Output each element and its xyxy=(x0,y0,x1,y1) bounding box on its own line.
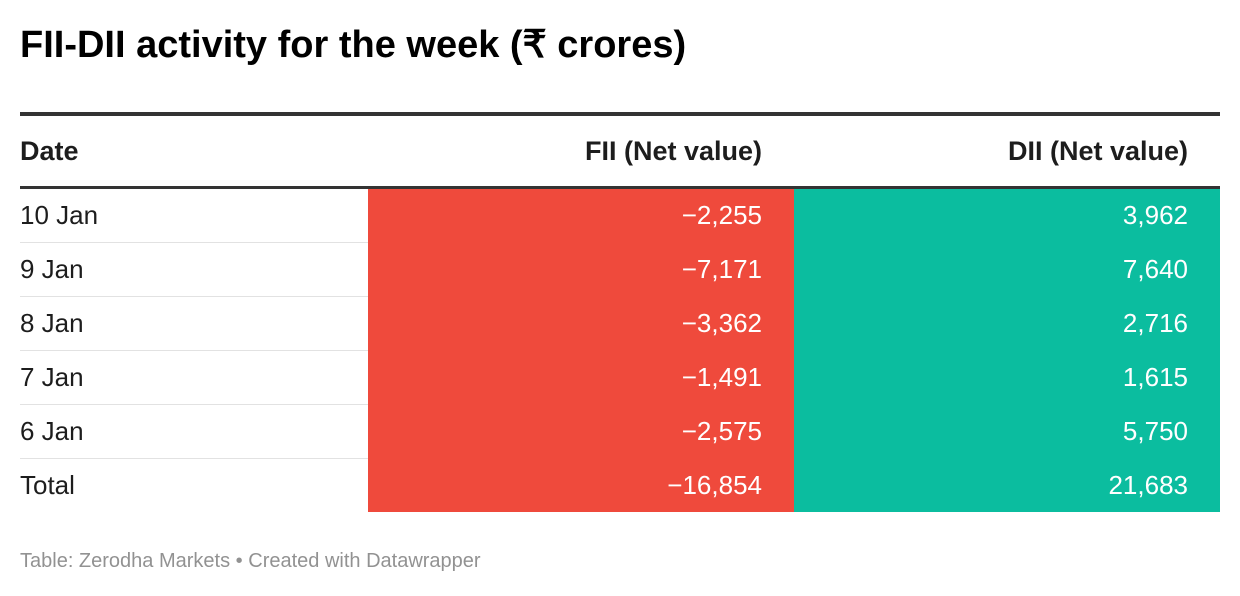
credit-note: Created with Datawrapper xyxy=(248,550,481,572)
column-header-fii: FII (Net value) xyxy=(368,114,794,189)
fii-value-cell: −16,854 xyxy=(368,458,794,512)
date-cell: 7 Jan xyxy=(20,350,368,405)
date-cell: 10 Jan xyxy=(20,187,368,243)
fii-value-cell: −3,362 xyxy=(368,296,794,351)
fii-value-cell: −1,491 xyxy=(368,350,794,405)
date-cell: 8 Jan xyxy=(20,296,368,351)
date-cell: 9 Jan xyxy=(20,242,368,297)
dii-value-cell: 3,962 xyxy=(794,187,1220,243)
table-row: 10 Jan −2,255 3,962 xyxy=(20,187,1220,243)
column-header-date: Date xyxy=(20,114,368,189)
dii-value-cell: 2,716 xyxy=(794,296,1220,351)
footer-separator: • xyxy=(235,550,243,572)
dii-value-cell: 5,750 xyxy=(794,404,1220,459)
fii-value-cell: −7,171 xyxy=(368,242,794,297)
dii-value-cell: 21,683 xyxy=(794,458,1220,512)
fii-value-cell: −2,255 xyxy=(368,187,794,243)
chart-title: FII-DII activity for the week (₹ crores) xyxy=(20,24,687,66)
date-cell: 6 Jan xyxy=(20,404,368,459)
chart-footer: Table: Zerodha Markets • Created with Da… xyxy=(20,550,481,573)
fii-value-cell: −2,575 xyxy=(368,404,794,459)
table-row: 6 Jan −2,575 5,750 xyxy=(20,404,1220,459)
date-cell: Total xyxy=(20,470,75,500)
dii-value-cell: 7,640 xyxy=(794,242,1220,297)
dii-value-cell: 1,615 xyxy=(794,350,1220,405)
table-row: 9 Jan −7,171 7,640 xyxy=(20,242,1220,297)
source-note: Table: Zerodha Markets xyxy=(20,550,231,572)
table-row: 8 Jan −3,362 2,716 xyxy=(20,296,1220,351)
column-header-dii: DII (Net value) xyxy=(794,114,1220,189)
table-row-total: Total −16,854 21,683 xyxy=(20,458,1220,512)
fii-dii-table: Date FII (Net value) DII (Net value) 10 … xyxy=(20,112,1220,512)
table-header-row: Date FII (Net value) DII (Net value) xyxy=(20,114,1220,189)
table-row: 7 Jan −1,491 1,615 xyxy=(20,350,1220,405)
